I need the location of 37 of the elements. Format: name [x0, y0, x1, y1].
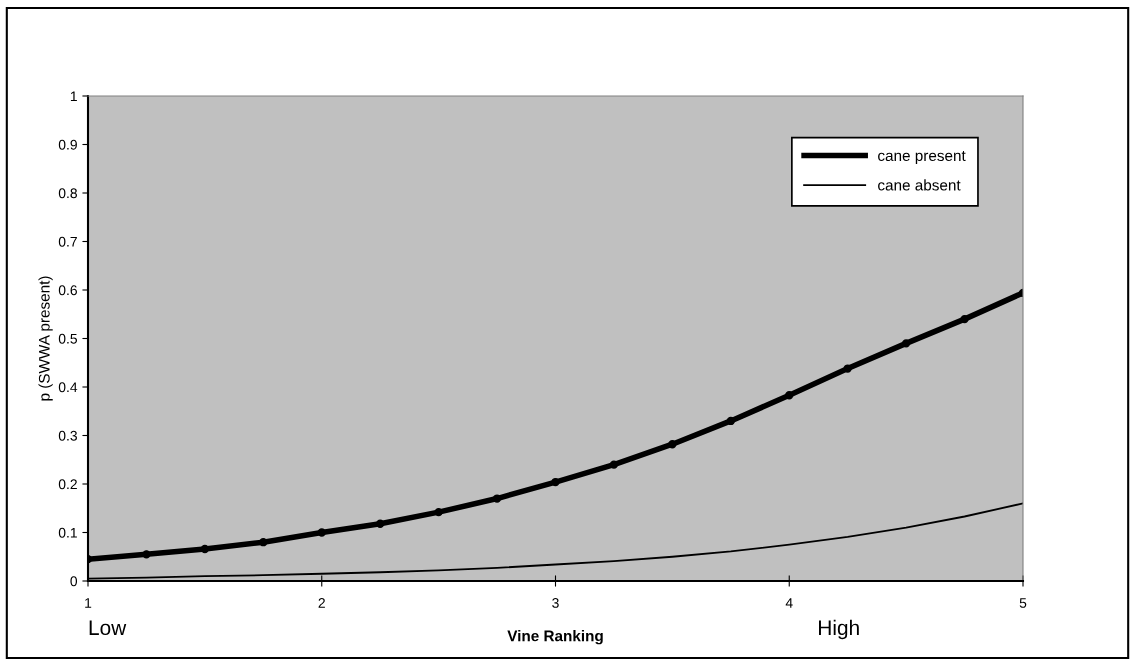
text: High — [819, 619, 859, 640]
legend-label: cane absent — [878, 179, 961, 191]
x-tick-label: 5 — [1019, 598, 1027, 608]
x-tick-label: 4 — [785, 598, 793, 608]
point — [668, 440, 677, 449]
point — [317, 528, 326, 537]
legend-label: cane present — [878, 151, 966, 165]
x-tick-label: 2 — [318, 598, 325, 608]
point — [142, 550, 151, 559]
point — [376, 519, 385, 528]
y-axis-title: p (SWWA present) — [38, 276, 53, 401]
x-tick-label: 1 — [85, 598, 92, 608]
y-tick-label: 0.1 — [58, 527, 77, 538]
point — [609, 460, 619, 469]
y-tick-label: 0.7 — [58, 236, 77, 247]
point — [259, 538, 268, 547]
x-tick-label: 3 — [552, 598, 559, 608]
y-tick-label: 0.6 — [58, 285, 77, 296]
point — [960, 314, 969, 324]
y-tick-label: 0.5 — [58, 333, 77, 344]
y-tick-label: 1 — [70, 91, 77, 102]
point — [434, 507, 443, 517]
point — [726, 416, 735, 426]
y-tick-label: 0.4 — [58, 382, 78, 393]
point — [200, 544, 210, 554]
point — [551, 477, 560, 487]
point — [901, 339, 911, 348]
point — [785, 391, 794, 400]
y-tick-label: 0.2 — [58, 479, 77, 490]
text: Low — [89, 620, 127, 636]
point — [843, 364, 852, 373]
y-tick-label: 0 — [70, 576, 78, 587]
y-tick-label: 0.3 — [58, 430, 77, 441]
y-tick-label: 0.8 — [58, 188, 77, 199]
point — [492, 494, 502, 503]
y-tick-label: 0.9 — [58, 139, 77, 150]
x-axis-title: Vine Ranking — [507, 630, 603, 645]
